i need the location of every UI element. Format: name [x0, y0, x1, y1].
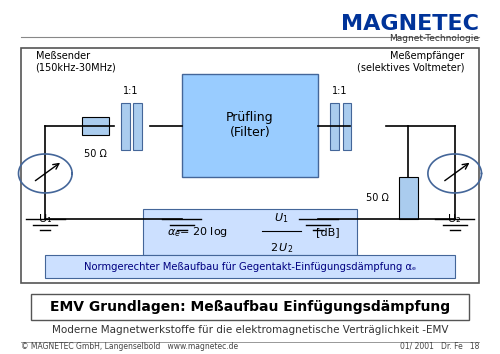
FancyBboxPatch shape	[182, 74, 318, 177]
Text: U₁: U₁	[39, 214, 52, 224]
Text: Meßsender
(150kHz-30MHz): Meßsender (150kHz-30MHz)	[36, 51, 117, 73]
FancyBboxPatch shape	[143, 209, 357, 255]
FancyBboxPatch shape	[82, 117, 108, 135]
FancyBboxPatch shape	[121, 103, 130, 150]
Text: 01/ 2001   Dr. Fe   18: 01/ 2001 Dr. Fe 18	[400, 342, 479, 351]
FancyBboxPatch shape	[330, 103, 339, 150]
FancyBboxPatch shape	[398, 177, 418, 219]
FancyBboxPatch shape	[133, 103, 142, 150]
FancyBboxPatch shape	[46, 255, 455, 278]
Text: © MAGNETEC GmbH, Langenselbold   www.magnetec.de: © MAGNETEC GmbH, Langenselbold www.magne…	[21, 342, 238, 351]
FancyBboxPatch shape	[21, 48, 479, 283]
Text: [dB]: [dB]	[316, 227, 340, 237]
Text: MAGNETEC: MAGNETEC	[341, 14, 479, 34]
Text: $2\,U_2$: $2\,U_2$	[270, 241, 293, 255]
FancyBboxPatch shape	[30, 294, 469, 320]
Text: Prüfling
(Filter): Prüfling (Filter)	[226, 111, 274, 139]
Text: Normgerechter Meßaufbau für Gegentakt-Einfügungsdämpfung αₑ: Normgerechter Meßaufbau für Gegentakt-Ei…	[84, 262, 416, 272]
Text: $U_1$: $U_1$	[274, 211, 289, 225]
Text: 50 Ω: 50 Ω	[84, 149, 106, 159]
Text: 1:1: 1:1	[332, 86, 348, 96]
Text: U₂: U₂	[448, 214, 461, 224]
Text: $\alpha_e$= 20 log: $\alpha_e$= 20 log	[167, 225, 228, 239]
Text: EMV Grundlagen: Meßaufbau Einfügungsdämpfung: EMV Grundlagen: Meßaufbau Einfügungsdämp…	[50, 300, 450, 314]
Text: 1:1: 1:1	[123, 86, 138, 96]
Text: 50 Ω: 50 Ω	[366, 193, 389, 203]
Text: Meßempfänger
(selektives Voltmeter): Meßempfänger (selektives Voltmeter)	[357, 51, 465, 73]
FancyBboxPatch shape	[342, 103, 351, 150]
Text: Magnet-Technologie: Magnet-Technologie	[389, 34, 479, 42]
Text: Moderne Magnetwerkstoffe für die elektromagnetische Verträglichkeit -EMV: Moderne Magnetwerkstoffe für die elektro…	[52, 325, 448, 335]
